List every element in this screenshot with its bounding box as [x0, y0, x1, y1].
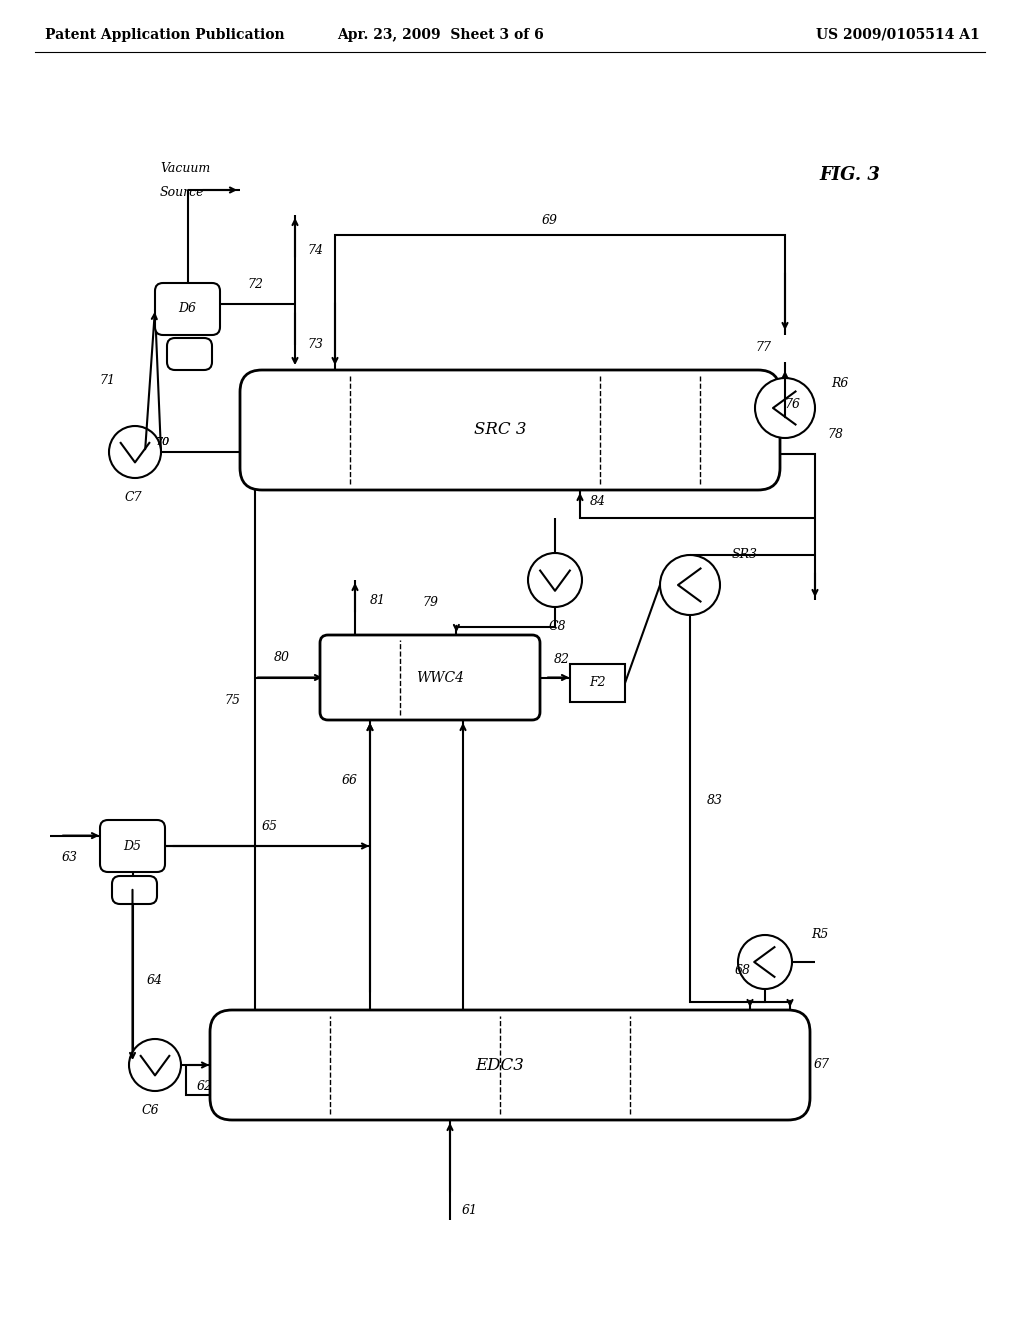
- Text: WWC4: WWC4: [416, 671, 464, 685]
- Text: US 2009/0105514 A1: US 2009/0105514 A1: [816, 28, 980, 42]
- Text: 70: 70: [156, 437, 170, 447]
- Text: 75: 75: [224, 693, 240, 706]
- Text: 62: 62: [197, 1081, 213, 1093]
- Text: Source: Source: [160, 186, 205, 198]
- Circle shape: [129, 1039, 181, 1092]
- Text: 72: 72: [247, 277, 263, 290]
- Text: 68: 68: [735, 964, 751, 977]
- Text: 73: 73: [307, 338, 323, 351]
- FancyBboxPatch shape: [155, 282, 220, 335]
- Text: C6: C6: [141, 1105, 159, 1118]
- Text: 70: 70: [156, 437, 170, 447]
- Text: SRC 3: SRC 3: [474, 421, 526, 438]
- Text: 74: 74: [307, 243, 323, 256]
- Text: 81: 81: [370, 594, 386, 606]
- Text: Apr. 23, 2009  Sheet 3 of 6: Apr. 23, 2009 Sheet 3 of 6: [337, 28, 544, 42]
- Text: D5: D5: [124, 840, 141, 853]
- Text: 79: 79: [422, 597, 438, 610]
- Text: EDC3: EDC3: [475, 1056, 524, 1073]
- Text: 78: 78: [827, 428, 843, 441]
- FancyBboxPatch shape: [210, 1010, 810, 1119]
- FancyBboxPatch shape: [319, 635, 540, 719]
- Text: 80: 80: [274, 651, 290, 664]
- Text: 71: 71: [99, 374, 115, 387]
- Text: 84: 84: [590, 495, 606, 508]
- FancyBboxPatch shape: [100, 820, 165, 873]
- Circle shape: [660, 554, 720, 615]
- Text: 61: 61: [462, 1204, 478, 1217]
- Text: 76: 76: [784, 397, 800, 411]
- Text: 83: 83: [707, 793, 723, 807]
- Circle shape: [528, 553, 582, 607]
- Circle shape: [738, 935, 792, 989]
- Text: R6: R6: [831, 376, 849, 389]
- Text: 82: 82: [554, 653, 570, 667]
- FancyBboxPatch shape: [167, 338, 212, 370]
- Text: 69: 69: [542, 214, 558, 227]
- Text: 63: 63: [62, 851, 78, 865]
- Bar: [570, 664, 625, 702]
- Text: Vacuum: Vacuum: [160, 161, 210, 174]
- Text: R5: R5: [811, 928, 828, 940]
- Text: 67: 67: [814, 1059, 830, 1072]
- Text: FIG. 3: FIG. 3: [819, 166, 881, 183]
- Text: C8: C8: [548, 620, 566, 634]
- Text: D6: D6: [178, 302, 197, 315]
- Text: 66: 66: [342, 774, 358, 787]
- Text: SR3: SR3: [732, 549, 758, 561]
- Text: 65: 65: [262, 820, 278, 833]
- Text: 77: 77: [755, 342, 771, 355]
- Text: F2: F2: [589, 676, 606, 689]
- FancyBboxPatch shape: [112, 876, 157, 904]
- Text: Patent Application Publication: Patent Application Publication: [45, 28, 285, 42]
- Text: C7: C7: [124, 491, 141, 504]
- Circle shape: [109, 426, 161, 478]
- Text: 64: 64: [146, 974, 163, 986]
- Circle shape: [755, 378, 815, 438]
- FancyBboxPatch shape: [240, 370, 780, 490]
